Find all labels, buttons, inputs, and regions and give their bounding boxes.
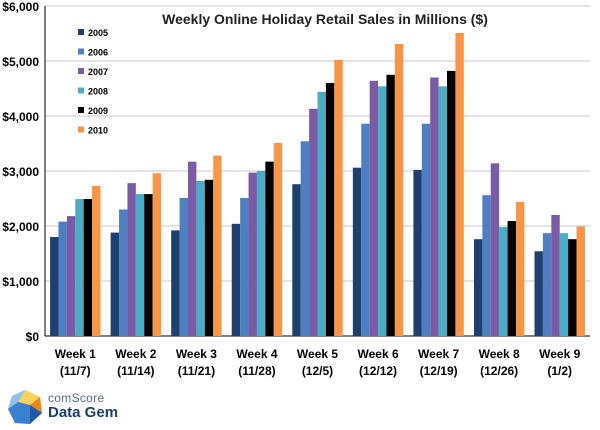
bar-2010 (273, 142, 283, 336)
x-tick-label: Week 7 (418, 347, 459, 361)
legend-swatch (78, 68, 84, 74)
bar-2008 (438, 86, 448, 336)
legend-swatch (78, 29, 84, 35)
legend-label: 2008 (88, 87, 108, 97)
bar-2008 (196, 180, 205, 336)
y-tick-label: $4,000 (2, 110, 39, 124)
bar-2007 (490, 163, 500, 336)
legend-label: 2005 (88, 28, 108, 38)
bar-2006 (119, 209, 128, 336)
x-tick-label: Week 9 (539, 347, 580, 361)
y-tick-label: $6,000 (2, 0, 39, 14)
bar-2008 (256, 171, 266, 336)
bar-2006 (421, 123, 431, 336)
bar-2005 (231, 223, 241, 336)
x-tick-label: (11/7) (60, 364, 91, 378)
legend-label: 2010 (88, 126, 108, 136)
bar-2010 (515, 201, 525, 336)
bar-2009 (386, 74, 395, 336)
bar-2010 (394, 43, 404, 336)
bar-2008 (499, 227, 508, 336)
chart-title: Weekly Online Holiday Retail Sales in Mi… (162, 11, 488, 27)
x-tick-label: (12/5) (302, 364, 333, 378)
bar-2010 (213, 155, 222, 336)
bar-2007 (248, 172, 257, 336)
bar-2009 (83, 199, 93, 336)
bar-2010 (576, 226, 585, 336)
bar-2005 (534, 251, 543, 336)
x-tick-label: (12/19) (420, 364, 458, 378)
x-tick-label: Week 3 (176, 347, 217, 361)
bar-2009 (447, 70, 456, 337)
legend-label: 2007 (88, 67, 108, 77)
bar-2008 (559, 233, 569, 336)
bar-2005 (50, 237, 59, 336)
bar-2007 (66, 216, 76, 336)
legend-swatch (78, 126, 84, 133)
bar-2006 (300, 141, 310, 336)
bar-2010 (334, 59, 343, 337)
bar-2005 (413, 169, 422, 336)
legend-swatch (78, 107, 84, 113)
x-tick-label: (12/26) (480, 364, 518, 378)
bar-2009 (325, 83, 335, 336)
x-tick-label: Week 2 (115, 347, 156, 361)
legend-label: 2009 (88, 106, 108, 116)
y-tick-label: $0 (26, 330, 40, 344)
bar-2009 (204, 179, 214, 336)
bar-2005 (473, 239, 483, 336)
x-tick-label: (11/28) (238, 364, 275, 378)
logo-product: Data Gem (48, 404, 119, 421)
legend-label: 2006 (88, 48, 108, 58)
bar-2007 (551, 215, 560, 336)
bar-2006 (240, 197, 249, 336)
bar-2008 (317, 91, 326, 336)
bar-2006 (58, 221, 67, 336)
bar-2005 (110, 232, 120, 336)
logo-brand: comScore (48, 391, 105, 405)
x-tick-label: (11/21) (178, 364, 215, 378)
bar-2006 (179, 197, 188, 336)
legend-swatch (78, 48, 84, 55)
bar-2006 (482, 195, 491, 336)
bar-2008 (135, 194, 145, 336)
y-tick-label: $3,000 (2, 165, 39, 179)
bar-2007 (127, 183, 136, 336)
comscore-logo: comScore Data Gem (6, 389, 136, 425)
bar-2006 (542, 233, 552, 336)
bar-2007 (309, 108, 318, 336)
x-tick-label: (1/2) (547, 364, 572, 378)
bar-2007 (430, 77, 439, 336)
gem-icon (8, 390, 42, 424)
y-tick-label: $1,000 (2, 275, 39, 289)
x-tick-label: Week 4 (236, 347, 277, 361)
x-tick-label: (11/14) (117, 364, 154, 378)
x-tick-label: Week 5 (297, 347, 338, 361)
bar-2010 (455, 32, 464, 336)
bar-2009 (568, 239, 577, 336)
bar-2008 (75, 199, 84, 336)
x-tick-label: Week 1 (55, 347, 96, 361)
bar-2007 (187, 161, 197, 336)
bar-2007 (369, 80, 379, 336)
legend-swatch (78, 87, 84, 94)
bar-2009 (507, 221, 516, 336)
bar-2010 (152, 173, 162, 336)
bar-2010 (92, 185, 101, 336)
bar-2005 (171, 230, 180, 336)
x-tick-label: Week 8 (479, 347, 520, 361)
bar-2009 (265, 161, 274, 336)
x-tick-label: Week 6 (357, 347, 398, 361)
bar-2005 (292, 184, 301, 336)
bar-2009 (144, 194, 153, 336)
bar-2008 (378, 86, 387, 336)
bar-2005 (352, 167, 362, 336)
y-tick-label: $5,000 (2, 55, 39, 69)
bar-2006 (361, 123, 370, 336)
x-tick-label: (12/12) (359, 364, 397, 378)
y-tick-label: $2,000 (2, 220, 39, 234)
